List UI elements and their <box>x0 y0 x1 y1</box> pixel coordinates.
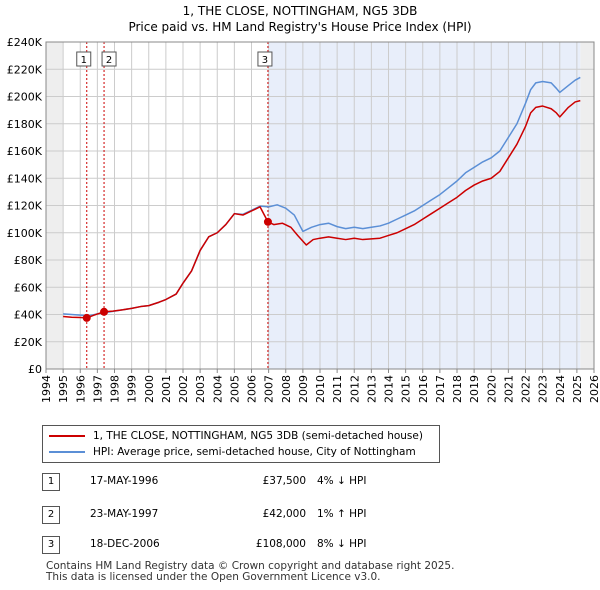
legend-item-property: 1, THE CLOSE, NOTTINGHAM, NG5 3DB (semi-… <box>49 428 423 444</box>
x-tick-label: 2006 <box>246 375 259 403</box>
x-tick-label: 2026 <box>588 375 600 403</box>
x-tick-label: 2021 <box>502 375 515 403</box>
x-tick-label: 2000 <box>143 375 156 403</box>
legend-label-hpi: HPI: Average price, semi-detached house,… <box>93 446 416 458</box>
sale-point <box>100 307 109 316</box>
footer: Contains HM Land Registry data © Crown c… <box>46 561 454 583</box>
x-tick-label: 1994 <box>40 375 53 403</box>
y-tick-label: £40K <box>14 309 43 322</box>
sale-label-text: 1 <box>81 55 87 66</box>
chart-legend: 1, THE CLOSE, NOTTINGHAM, NG5 3DB (semi-… <box>42 425 440 463</box>
x-tick-label: 1996 <box>74 375 87 403</box>
sale-hpi-diff: 8% ↓ HPI <box>317 538 367 550</box>
x-tick-label: 2023 <box>537 375 550 403</box>
x-tick-label: 2014 <box>383 375 396 403</box>
sale-date: 23-MAY-1997 <box>90 508 159 520</box>
footer-licence: This data is licensed under the Open Gov… <box>46 571 381 583</box>
x-tick-label: 2019 <box>468 375 481 403</box>
sale-price: £37,500 <box>262 475 306 487</box>
sale-label-box <box>101 51 117 67</box>
sale-date: 18-DEC-2006 <box>90 538 160 550</box>
x-tick-label: 2020 <box>485 375 498 403</box>
y-tick-label: £100K <box>7 227 43 240</box>
sale-row: 3 18-DEC-2006 £108,000 8% ↓ HPI <box>42 535 442 555</box>
price-chart: 1 2 3 £0 £20K £40K £60K £80K £100K £120K £140K £16… <box>7 36 600 403</box>
legend-swatch-property <box>49 435 85 437</box>
property-series-line <box>63 99 581 319</box>
y-tick-label: £180K <box>7 118 43 131</box>
sale-label-text: 2 <box>106 55 112 66</box>
x-tick-label: 2024 <box>554 375 567 403</box>
x-tick-label: 1999 <box>126 375 139 403</box>
x-tick-label: 2002 <box>177 375 190 403</box>
x-tick-label: 2003 <box>194 375 207 403</box>
y-tick-label: £120K <box>7 200 43 213</box>
sale-hpi-diff: 4% ↓ HPI <box>317 475 367 487</box>
sale-point <box>263 217 272 226</box>
x-tick-label: 1997 <box>91 375 104 403</box>
x-tick-label: 2007 <box>263 375 276 403</box>
legend-label-property: 1, THE CLOSE, NOTTINGHAM, NG5 3DB (semi-… <box>93 430 423 442</box>
x-tick-label: 2005 <box>228 375 241 403</box>
sale-price: £42,000 <box>262 508 306 520</box>
sale-row: 2 23-MAY-1997 £42,000 1% ↑ HPI <box>42 505 442 525</box>
chart-subtitle: Price paid vs. HM Land Registry's House … <box>128 20 472 34</box>
x-tick-label: 1998 <box>109 375 122 403</box>
sale-badge: 2 <box>42 506 60 524</box>
x-tick-label: 2016 <box>417 375 430 403</box>
x-tick-label: 2001 <box>160 375 173 403</box>
sale-row: 1 17-MAY-1996 £37,500 4% ↓ HPI <box>42 472 442 492</box>
y-tick-label: £60K <box>14 281 43 294</box>
sale-badge: 3 <box>42 536 60 554</box>
sale-label-box <box>76 51 92 67</box>
y-tick-label: £160K <box>7 145 43 158</box>
y-tick-label: £200K <box>7 91 43 104</box>
chart-title: 1, THE CLOSE, NOTTINGHAM, NG5 3DB <box>182 4 418 18</box>
y-tick-label: £20K <box>14 336 43 349</box>
x-tick-label: 2009 <box>297 375 310 403</box>
y-tick-label: £240K <box>7 36 43 49</box>
legend-swatch-hpi <box>49 451 85 453</box>
y-tick-label: £0 <box>28 363 42 376</box>
y-tick-label: £140K <box>7 172 43 185</box>
sale-label-text: 3 <box>262 55 268 66</box>
x-tick-label: 2017 <box>434 375 447 403</box>
x-tick-label: 1995 <box>57 375 70 403</box>
x-tick-label: 2010 <box>314 375 327 403</box>
sale-date: 17-MAY-1996 <box>90 475 159 487</box>
x-tick-label: 2015 <box>400 375 413 403</box>
x-tick-label: 2018 <box>451 375 464 403</box>
sale-label-box <box>257 51 273 67</box>
sale-badge: 1 <box>42 473 60 491</box>
x-tick-label: 2011 <box>331 375 344 403</box>
sale-price: £108,000 <box>255 538 306 550</box>
sale-point <box>82 313 91 322</box>
sale-hpi-diff: 1% ↑ HPI <box>317 508 367 520</box>
x-tick-label: 2013 <box>365 375 378 403</box>
footer-copyright: Contains HM Land Registry data © Crown c… <box>46 560 455 572</box>
y-tick-label: £220K <box>7 63 43 76</box>
x-tick-label: 2012 <box>348 375 361 403</box>
legend-item-hpi: HPI: Average price, semi-detached house,… <box>49 444 416 460</box>
y-tick-label: £80K <box>14 254 43 267</box>
x-tick-label: 2025 <box>571 375 584 403</box>
x-tick-label: 2008 <box>280 375 293 403</box>
x-tick-label: 2022 <box>520 375 533 403</box>
x-tick-label: 2004 <box>211 375 224 403</box>
